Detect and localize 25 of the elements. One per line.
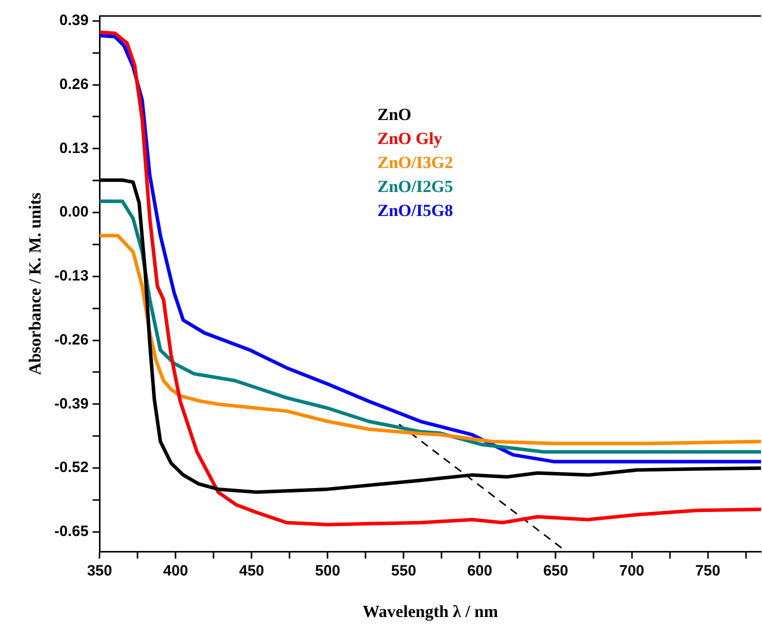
text: ZnO Gly (377, 128, 443, 148)
y-tick-label: -0.26 (54, 331, 89, 348)
x-tick-label: 700 (619, 562, 644, 580)
y-axis-title: Absorbance / K. M. units (26, 192, 45, 375)
y-tick-label: 0.00 (59, 204, 89, 221)
x-tick-label: 550 (391, 562, 416, 580)
y-tick-label: -0.13 (54, 268, 89, 285)
y-tick-label: -0.39 (54, 395, 89, 412)
x-tick-label: 600 (467, 562, 492, 580)
text: ZnO/I3G2 (377, 152, 453, 172)
x-axis-title: Wavelength λ / nm (362, 602, 498, 622)
y-tick-label: -0.52 (54, 459, 89, 476)
y-tick-label: 0.39 (59, 12, 89, 30)
x-tick-label: 450 (239, 562, 264, 580)
x-tick-label: 500 (315, 562, 340, 580)
y-tick-label: 0.13 (59, 140, 89, 157)
text: ZnO/I5G8 (377, 200, 453, 220)
text: ZnO/I2G5 (377, 176, 453, 196)
x-tick-label: 750 (695, 562, 720, 580)
y-tick-label: -0.65 (54, 523, 89, 540)
y-tick-label: 0.26 (59, 76, 89, 93)
x-tick-label: 400 (163, 562, 188, 580)
x-tick-label: 350 (87, 562, 112, 580)
text: ZnO (377, 104, 412, 124)
x-tick-label: 650 (543, 562, 568, 580)
